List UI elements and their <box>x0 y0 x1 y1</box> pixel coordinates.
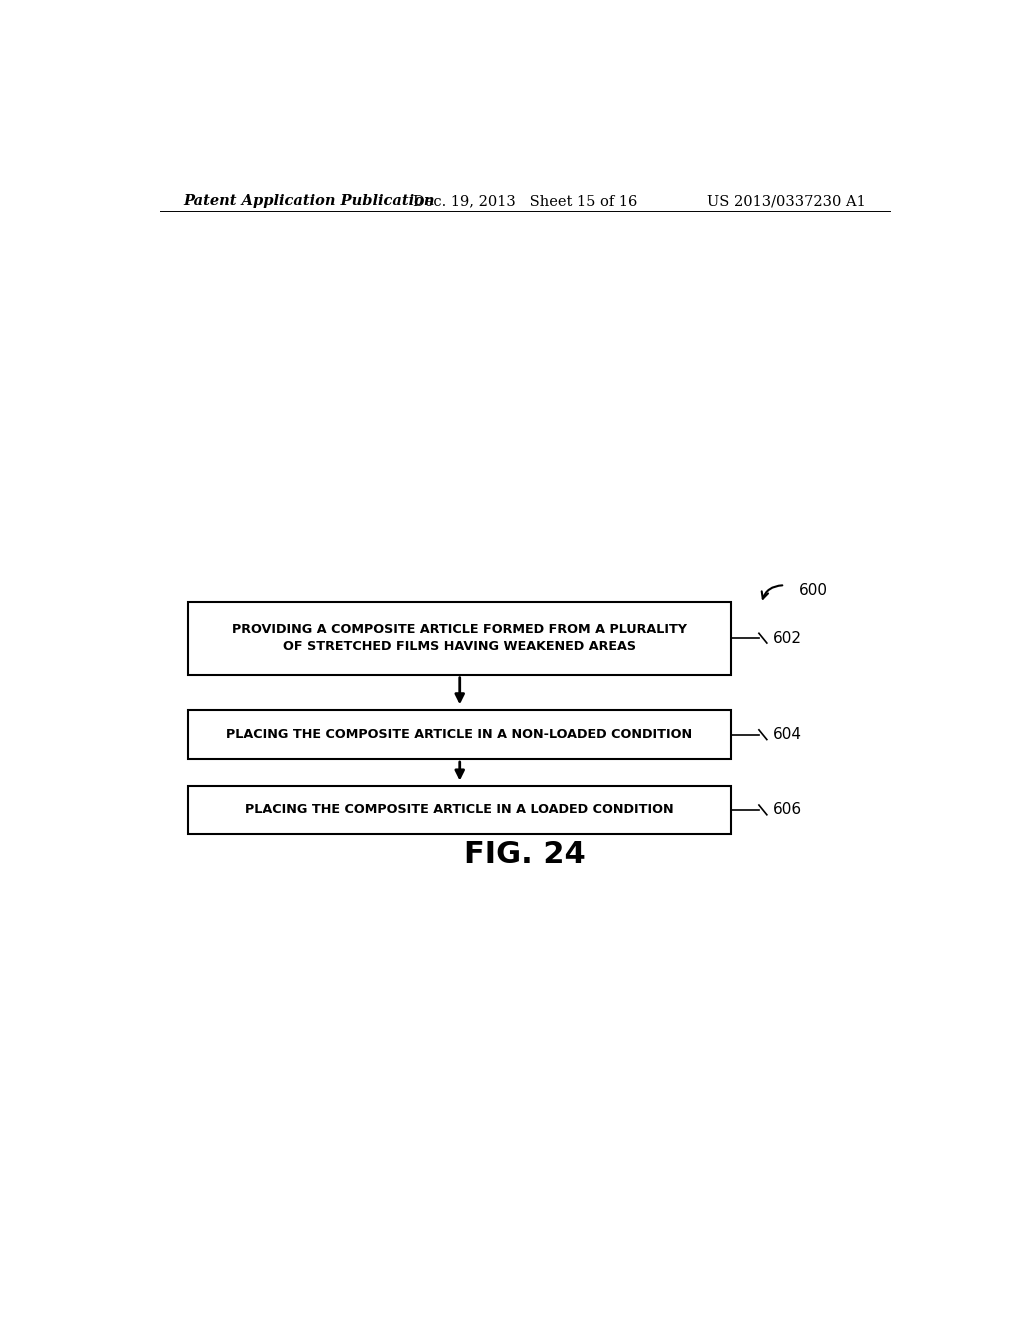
Text: PLACING THE COMPOSITE ARTICLE IN A LOADED CONDITION: PLACING THE COMPOSITE ARTICLE IN A LOADE… <box>245 804 674 816</box>
Text: PLACING THE COMPOSITE ARTICLE IN A NON-LOADED CONDITION: PLACING THE COMPOSITE ARTICLE IN A NON-L… <box>226 729 692 742</box>
Text: PROVIDING A COMPOSITE ARTICLE FORMED FROM A PLURALITY
OF STRETCHED FILMS HAVING : PROVIDING A COMPOSITE ARTICLE FORMED FRO… <box>231 623 687 653</box>
FancyBboxPatch shape <box>187 785 731 834</box>
Text: Dec. 19, 2013   Sheet 15 of 16: Dec. 19, 2013 Sheet 15 of 16 <box>413 194 637 209</box>
Text: 606: 606 <box>772 803 802 817</box>
FancyBboxPatch shape <box>187 710 731 759</box>
Text: 602: 602 <box>772 631 802 645</box>
Text: 600: 600 <box>799 583 827 598</box>
Text: Patent Application Publication: Patent Application Publication <box>183 194 435 209</box>
FancyBboxPatch shape <box>187 602 731 675</box>
Text: FIG. 24: FIG. 24 <box>464 840 586 869</box>
Text: US 2013/0337230 A1: US 2013/0337230 A1 <box>708 194 866 209</box>
Text: 604: 604 <box>772 727 802 742</box>
